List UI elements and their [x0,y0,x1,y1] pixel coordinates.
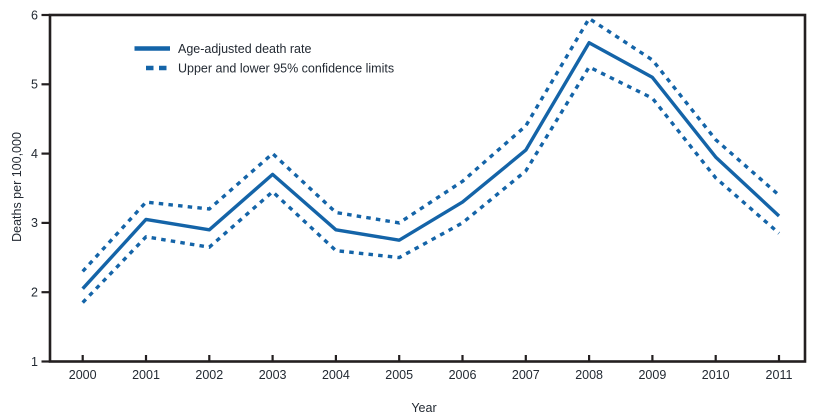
y-tick-label: 6 [31,8,38,22]
legend-label: Upper and lower 95% confidence limits [178,62,394,76]
y-tick-label: 5 [31,78,38,92]
x-tick-label: 2011 [766,368,793,382]
x-tick-label: 2006 [449,368,477,382]
x-tick-labels: 2000 2001 2002 2003 2004 2005 2006 2007 2008 2009… [69,368,793,382]
x-tick-label: 2009 [638,368,666,382]
y-tick-label: 3 [31,216,38,230]
x-tick-label: 2000 [69,368,97,382]
confidence-limit-upper-line-path [81,16,781,273]
confidence-limit-lower-line-path [81,65,781,304]
x-tick-label: 2004 [322,368,350,382]
y-tick-label: 4 [31,147,38,161]
legend-item-confidence-limits: Upper and lower 95% confidence limits [146,62,394,76]
plot-frame [48,13,807,363]
y-tick-label: 1 [31,355,38,369]
legend-label: Age-adjusted death rate [178,42,311,56]
death-rate-line-path [81,41,781,290]
x-tick-label: 2007 [512,368,540,382]
x-tick-label: 2008 [575,368,603,382]
y-axis-title: Deaths per 100,000 [10,132,24,242]
x-tick-label: 2003 [259,368,287,382]
confidence-limit-upper-line [81,16,781,273]
x-tick-label: 2005 [385,368,413,382]
x-tick-label: 2010 [702,368,730,382]
y-ticks [41,13,50,363]
y-tick-label: 2 [31,286,38,300]
y-tick-labels: 1 2 3 4 5 6 [31,8,38,369]
x-tick-label: 2001 [132,368,160,382]
x-tick-label: 2002 [195,368,223,382]
confidence-limit-lower-line [81,65,781,304]
death-rate-line [81,41,781,290]
x-ticks [81,355,781,362]
legend: Age-adjusted death rate Upper and lower … [134,42,394,76]
legend-item-death-rate: Age-adjusted death rate [134,42,311,56]
x-axis-title: Year [411,401,436,415]
